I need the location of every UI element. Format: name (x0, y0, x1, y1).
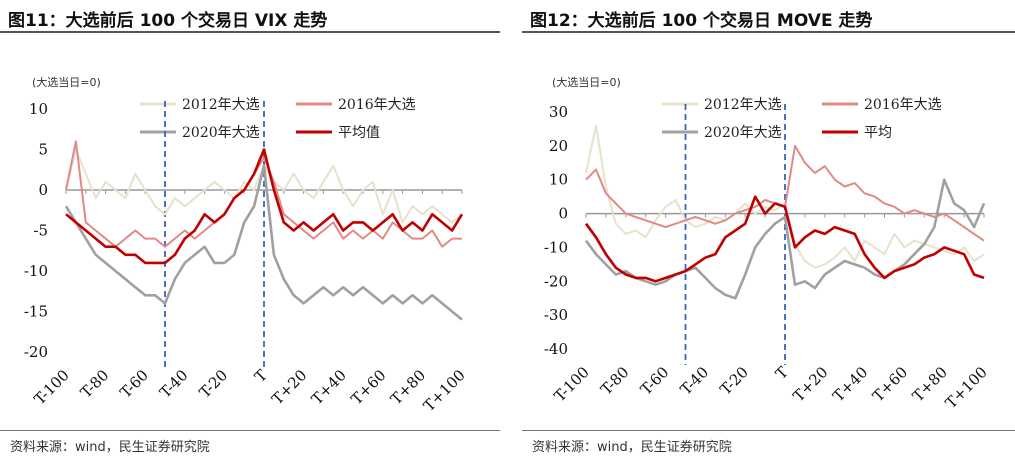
move-xtick-label: T+20 (789, 363, 831, 405)
move-legend-label: 2016年大选 (864, 97, 942, 113)
vix-ytick-label: -20 (24, 343, 48, 361)
vix-ytick-label: -5 (33, 222, 48, 240)
vix-legend-label: 平均值 (338, 125, 380, 141)
vix-series-line-3 (64, 164, 463, 321)
vix-xtick-label: T-60 (117, 366, 153, 402)
move-legend-label: 平均 (864, 125, 892, 141)
move-legend-label: 2020年大选 (704, 125, 782, 141)
vix-xtick-label: T-100 (31, 366, 73, 408)
move-axis-note: (大选当日=0) (552, 75, 621, 89)
vix-xtick-label: T+40 (308, 366, 350, 408)
move-title-rule (522, 31, 1015, 33)
vix-series-line-2 (65, 140, 462, 248)
move-ytick-label: 30 (549, 103, 568, 121)
move-source-note: 资料来源：wind，民生证券研究院 (532, 440, 732, 455)
move-ytick-label: 0 (558, 205, 568, 223)
vix-legend-label: 2020年大选 (182, 125, 260, 141)
vix-xtick-label: T-20 (196, 366, 232, 402)
vix-xtick-label: T+20 (268, 366, 310, 408)
move-ytick-label: -30 (544, 306, 568, 324)
move-xtick-label: T (772, 363, 792, 383)
vix-title-rule (0, 31, 500, 33)
vix-source-note: 资料来源：wind，民生证券研究院 (10, 440, 210, 455)
move-ytick-label: 20 (549, 137, 568, 155)
vix-chart: (大选当日=0) 2012年大选 2016年大选 2020年大选 平均值 10 5 0 -5 -1… (24, 75, 469, 415)
move-xtick-label: T-100 (551, 363, 593, 405)
vix-source-rule (0, 430, 500, 431)
move-series-line-4 (584, 195, 985, 283)
vix-ytick-label: -15 (24, 303, 48, 321)
move-xtick-label: T+100 (942, 363, 991, 412)
vix-xtick-label: T+100 (420, 366, 469, 415)
move-xtick-label: T-40 (677, 363, 713, 399)
move-ytick-label: -20 (544, 272, 568, 290)
vix-xtick-label: T (251, 366, 271, 386)
move-chart: (大选当日=0) 2012年大选 2016年大选 2020年大选 平均 30 20 10 0 -1… (544, 75, 991, 412)
move-figure-title: 图12：大选前后 100 个交易日 MOVE 走势 (530, 11, 873, 31)
vix-xtick-label: T-80 (77, 366, 113, 402)
vix-ytick-label: 5 (38, 141, 48, 159)
move-xtick-label: T-20 (717, 363, 753, 399)
move-ytick-label: -10 (544, 238, 568, 256)
vix-ytick-label: -10 (24, 262, 48, 280)
vix-panel: 图11：大选前后 100 个交易日 VIX 走势 (大选当日=0) 2012年大选… (0, 0, 500, 467)
vix-ytick-label: 0 (38, 181, 48, 199)
move-xtick-label: T-60 (637, 363, 673, 399)
vix-series-line-4 (65, 148, 464, 265)
move-legend-label: 2012年大选 (704, 97, 782, 113)
vix-xtick-label: T-40 (156, 366, 192, 402)
move-ytick-label: -40 (544, 340, 568, 358)
vix-legend-label: 2012年大选 (182, 97, 260, 113)
vix-figure-title: 图11：大选前后 100 个交易日 VIX 走势 (8, 11, 328, 31)
move-source-rule (522, 430, 1015, 431)
vix-ytick-label: 10 (29, 100, 48, 118)
move-xtick-label: T+60 (869, 363, 911, 405)
vix-xtick-label: T+60 (347, 366, 389, 408)
move-ytick-label: 10 (549, 171, 568, 189)
vix-legend-label: 2016年大选 (338, 97, 416, 113)
move-series-line-3 (584, 178, 986, 300)
move-panel: 图12：大选前后 100 个交易日 MOVE 走势 (大选当日=0) 2012年大… (522, 0, 1015, 467)
move-xtick-label: T+40 (829, 363, 871, 405)
move-xtick-label: T-80 (597, 363, 633, 399)
vix-axis-note: (大选当日=0) (32, 75, 101, 89)
